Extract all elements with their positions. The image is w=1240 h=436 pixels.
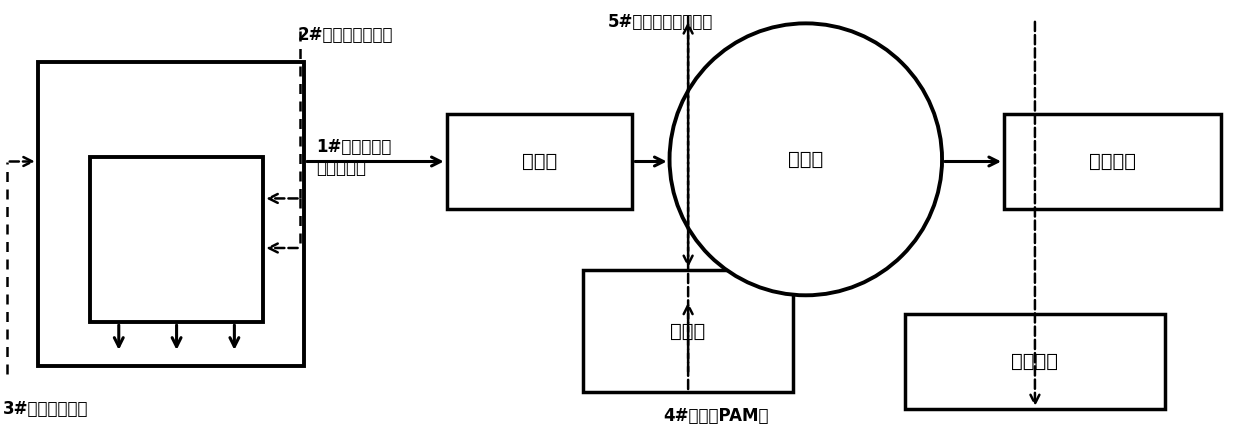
Text: 1#药剂（改性
硫酸亚铁）: 1#药剂（改性 硫酸亚铁） (316, 138, 392, 177)
Ellipse shape (670, 24, 942, 295)
Bar (905, 313, 1166, 409)
Text: 气浮出水: 气浮出水 (1089, 152, 1136, 171)
Text: 溶气罐: 溶气罐 (671, 321, 706, 341)
Text: 4#药剂（PAM）: 4#药剂（PAM） (663, 407, 769, 425)
Text: 污泥处理: 污泥处理 (1012, 352, 1059, 371)
Text: 2#药剂（双氧水）: 2#药剂（双氧水） (298, 27, 393, 44)
Text: 5#药剂（气浮助剂）: 5#药剂（气浮助剂） (608, 14, 713, 31)
Bar (38, 61, 304, 366)
Text: 3#药剂（液碱）: 3#药剂（液碱） (4, 400, 89, 418)
Bar (89, 157, 263, 322)
Text: 管道反应器: 管道反应器 (141, 204, 201, 223)
Text: 气浮机: 气浮机 (789, 150, 823, 169)
Bar (446, 114, 632, 209)
Bar (1004, 114, 1220, 209)
Bar (583, 270, 794, 392)
Text: 提升泵: 提升泵 (522, 152, 557, 171)
